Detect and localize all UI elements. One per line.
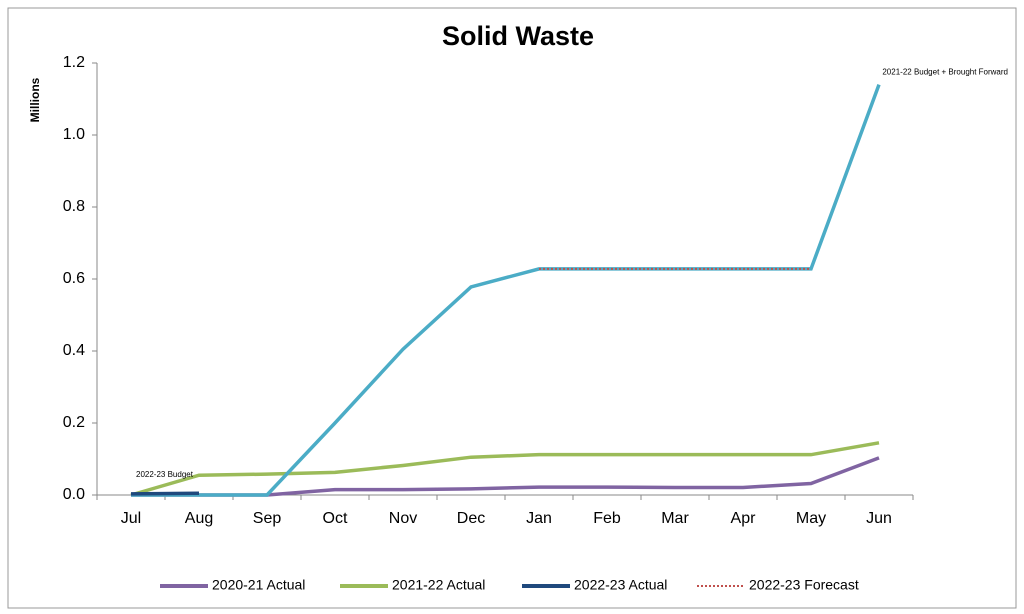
annotation: 2022-23 Budget (136, 470, 194, 479)
y-tick-label: 0.8 (63, 198, 85, 215)
legend-label: 2021-22 Actual (392, 577, 485, 593)
y-tick-label: 0.0 (63, 486, 85, 503)
legend-label: 2022-23 Forecast (749, 577, 859, 593)
x-tick-label: May (796, 510, 826, 527)
x-tick-label: Sep (253, 510, 282, 527)
chart-frame (7, 7, 1017, 609)
y-tick-label: 1.0 (63, 126, 85, 143)
x-tick-label: Aug (185, 510, 213, 527)
y-tick-label: 1.2 (63, 54, 85, 71)
x-tick-label: Dec (457, 510, 485, 527)
series-line (130, 491, 200, 496)
y-tick-label: 0.2 (63, 414, 85, 431)
x-tick-label: Feb (593, 510, 621, 527)
x-tick-label: Jul (121, 510, 141, 527)
legend-label: 2022-23 Actual (574, 577, 667, 593)
y-tick-label: 0.6 (63, 270, 85, 287)
series-line (131, 83, 881, 497)
x-tick-label: Nov (389, 510, 417, 527)
x-tick-label: Jun (866, 510, 892, 527)
annotation: 2021-22 Budget + Brought Forward (882, 68, 1008, 77)
y-tick-label: 0.4 (63, 342, 85, 359)
x-tick-label: Oct (323, 510, 348, 527)
x-tick-label: Apr (731, 510, 757, 527)
x-tick-label: Jan (526, 510, 552, 527)
chart-title: Solid Waste (442, 21, 594, 51)
y-axis-label: Millions (28, 77, 42, 122)
series-line (130, 441, 880, 497)
x-tick-label: Mar (661, 510, 689, 527)
legend-label: 2020-21 Actual (212, 577, 305, 593)
